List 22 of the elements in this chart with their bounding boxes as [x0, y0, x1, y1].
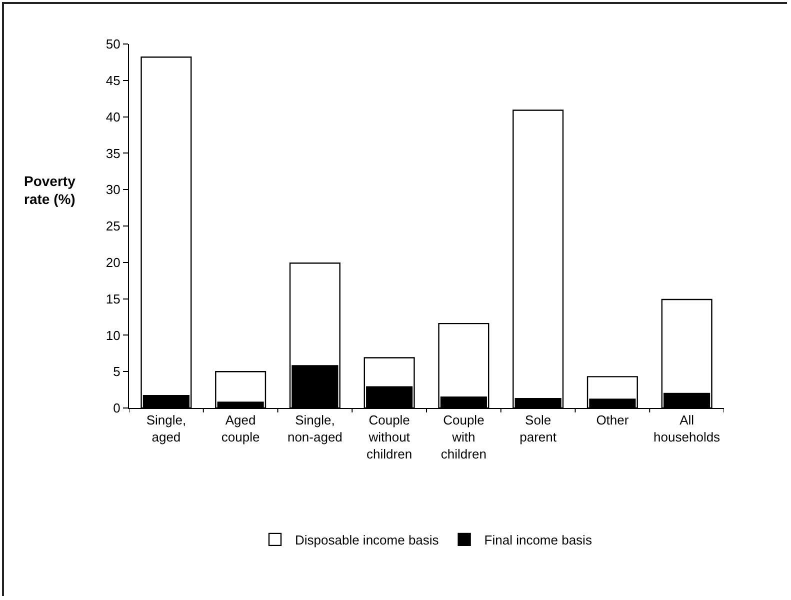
y-tick-label: 0	[113, 400, 120, 416]
x-tick-label: All households	[654, 412, 721, 444]
y-tick-label: 45	[106, 72, 120, 88]
y-tick-label: 40	[106, 109, 120, 124]
y-tick-label: 20	[106, 254, 120, 270]
x-tick-label: Other	[596, 412, 630, 428]
x-tick-label: Single, aged	[146, 412, 186, 444]
y-tick-label: 5	[113, 364, 120, 380]
x-tick-label: Single, non-aged	[287, 412, 342, 444]
x-tick-label: Couple without children	[366, 412, 412, 462]
x-tick-label: Couple with children	[440, 412, 486, 462]
y-tick-label: 30	[106, 182, 120, 198]
x-tick-label: Aged couple	[221, 412, 260, 444]
y-axis-title: Poverty rate (%)	[24, 173, 76, 208]
y-tick-label: 50	[106, 36, 120, 52]
x-tick-label: Sole parent	[520, 412, 557, 444]
y-tick-label: 25	[106, 218, 120, 234]
y-tick-label: 35	[106, 146, 120, 161]
legend-label: Final income basis	[484, 532, 592, 548]
y-tick-label: 10	[106, 328, 120, 343]
y-tick-label: 15	[106, 291, 120, 306]
legend-label: Disposable income basis	[295, 532, 440, 548]
